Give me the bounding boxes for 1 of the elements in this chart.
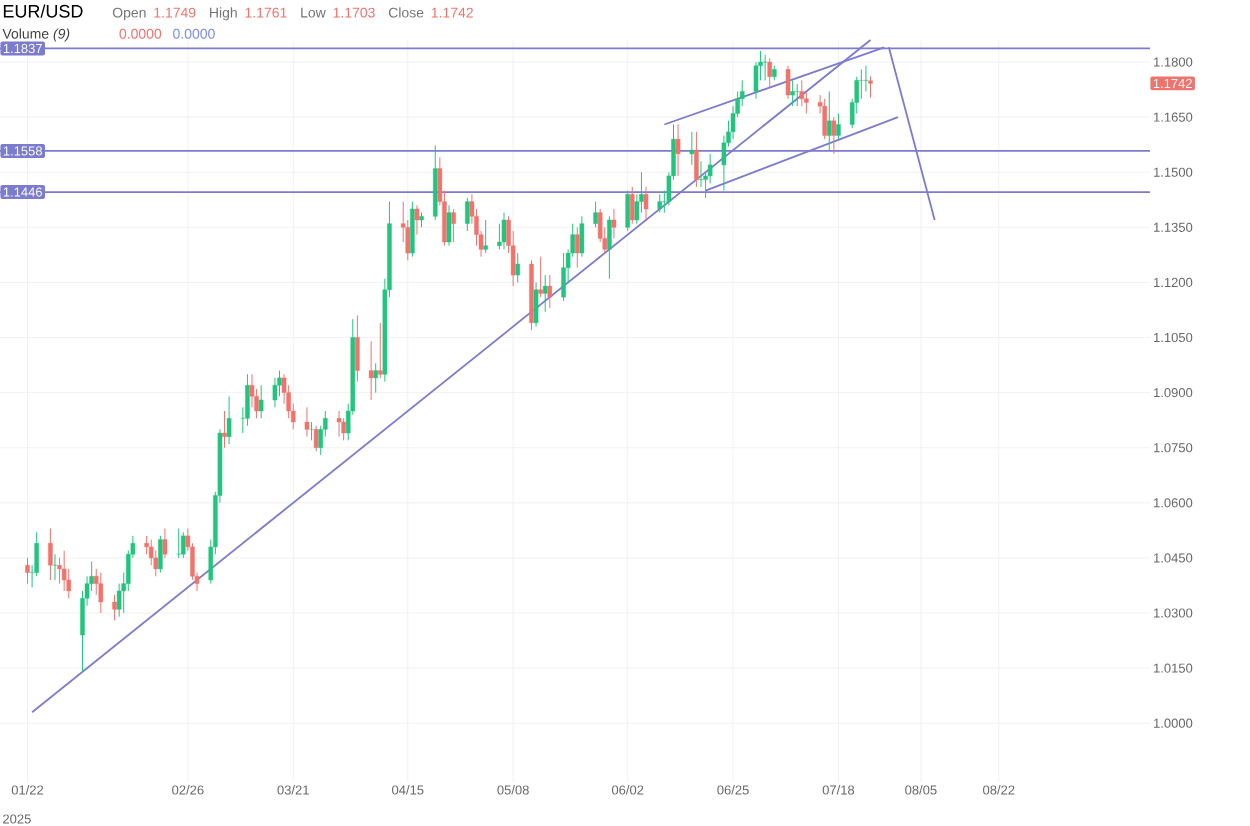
chart-title: EUR/USD <box>3 4 83 18</box>
